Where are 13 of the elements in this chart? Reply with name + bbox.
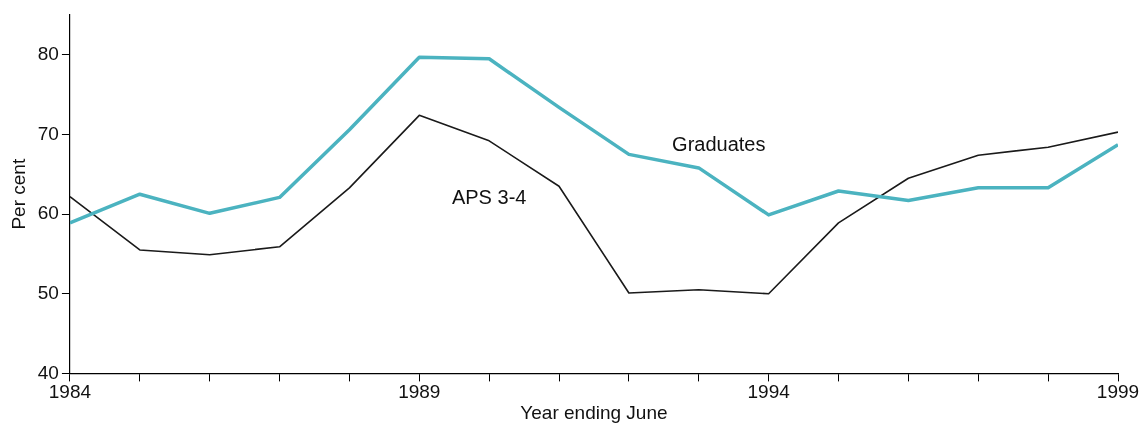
x-axis-title: Year ending June [520, 401, 668, 423]
y-tick-label: 40 [37, 361, 59, 383]
series-label: APS 3-4 [451, 186, 527, 209]
y-tick-label: 50 [37, 281, 59, 303]
x-tick-label: 1994 [747, 381, 791, 403]
y-tick-label: 70 [37, 122, 59, 144]
y-axis-title: Per cent [7, 158, 29, 230]
y-tick-label: 80 [37, 43, 59, 65]
x-tick-label: 1989 [398, 381, 441, 403]
series-label: Graduates [672, 133, 766, 156]
x-tick-label: 1984 [48, 381, 92, 403]
x-tick-label: 1999 [1096, 381, 1140, 403]
y-tick-label: 60 [37, 202, 59, 224]
